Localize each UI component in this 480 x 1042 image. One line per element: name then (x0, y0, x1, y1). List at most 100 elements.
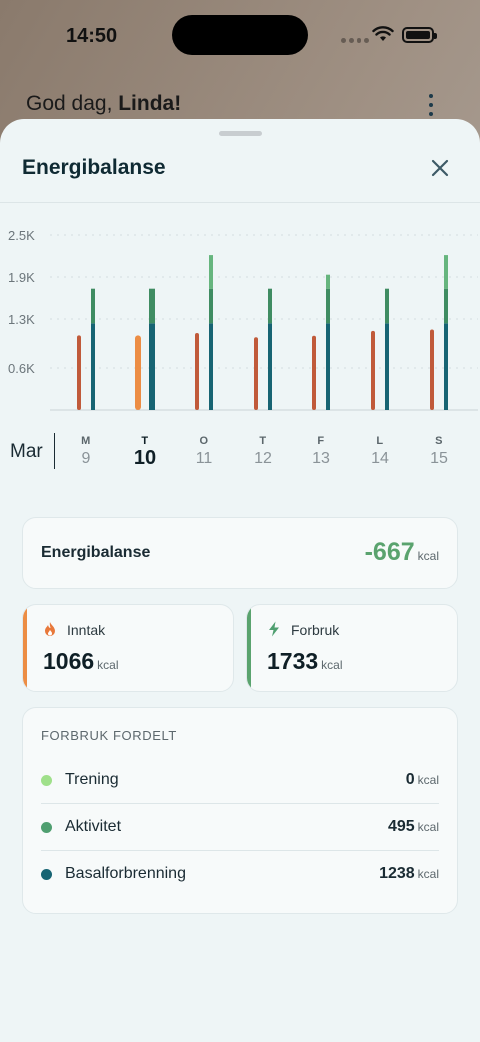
status-time: 14:50 (66, 25, 118, 47)
day-wed[interactable]: O 11 (184, 435, 224, 468)
basal-value: 1238 kcal (379, 865, 439, 883)
basal-unit: kcal (417, 867, 439, 881)
basal-bar (444, 323, 448, 410)
energy-balance-card: Energibalanse -667 kcal (22, 517, 458, 589)
intake-bar (77, 335, 81, 410)
activity-bar (444, 288, 448, 324)
distribution-row-activity: Aktivitet 495 kcal (41, 805, 439, 851)
intake-number: 1066 (43, 648, 95, 674)
day-sat[interactable]: L 14 (360, 435, 400, 468)
burn-label: Forbruk (291, 622, 340, 638)
sheet-grabber[interactable] (219, 131, 262, 136)
burn-value: 1733 kcal (267, 648, 343, 675)
day-number: 11 (195, 450, 213, 467)
intake-bar (312, 335, 316, 410)
energy-chart[interactable]: 2.5K 1.9K 1.3K 0.6K (0, 219, 480, 419)
activity-unit: kcal (417, 820, 439, 834)
day-letter: O (199, 435, 209, 447)
month-separator (54, 433, 55, 469)
month-label: Mar (10, 441, 43, 462)
day-letter: M (81, 435, 91, 447)
intake-bar (430, 329, 434, 410)
training-bar (444, 255, 448, 289)
basal-bar (326, 323, 330, 410)
intake-stripe (23, 605, 27, 691)
activity-bar (326, 288, 330, 324)
intake-value: 1066 kcal (43, 648, 119, 675)
day-letter: F (317, 435, 325, 447)
day-letter: L (376, 435, 384, 447)
activity-bar (209, 288, 213, 324)
day-fri[interactable]: F 13 (301, 435, 341, 468)
sheet-title: Energibalanse (22, 156, 166, 179)
activity-number: 495 (387, 818, 415, 835)
greeting-prefix: God dag, (26, 92, 119, 115)
burn-stripe (247, 605, 251, 691)
basal-bar (209, 323, 213, 410)
more-options-icon[interactable] (426, 94, 436, 116)
training-value: 0 kcal (406, 771, 439, 789)
day-letter: T (141, 435, 149, 447)
day-number: 13 (312, 450, 330, 467)
activity-bar (385, 288, 389, 324)
burn-unit: kcal (321, 658, 343, 672)
flame-icon (45, 622, 55, 636)
intake-bar (371, 330, 375, 410)
close-icon[interactable] (428, 156, 452, 180)
balance-value: -667 kcal (365, 538, 439, 567)
training-label: Trening (65, 771, 119, 788)
burn-card[interactable]: Forbruk 1733 kcal (246, 604, 458, 692)
activity-dot (41, 822, 52, 833)
y-tick-label: 1.9K (8, 270, 35, 285)
activity-bar (268, 288, 272, 324)
activity-label: Aktivitet (65, 818, 122, 835)
activity-bar (149, 288, 155, 324)
day-sun[interactable]: S 15 (419, 435, 459, 468)
wifi-icon (372, 26, 394, 41)
balance-label: Energibalanse (41, 544, 151, 561)
training-bar (326, 274, 330, 289)
y-tick-label: 0.6K (8, 361, 35, 376)
training-bar (209, 255, 213, 289)
day-number: 15 (430, 450, 448, 467)
intake-label: Inntak (67, 622, 106, 638)
y-tick-label: 1.3K (8, 312, 35, 327)
basal-number: 1238 (379, 865, 415, 882)
greeting-name: Linda! (118, 92, 182, 115)
basal-bar (91, 323, 95, 410)
intake-bar (195, 333, 199, 410)
y-tick-label: 2.5K (8, 228, 35, 243)
distribution-row-basal: Basalforbrenning 1238 kcal (41, 852, 439, 898)
training-number: 0 (405, 771, 415, 788)
day-number: 14 (371, 450, 389, 467)
day-thu[interactable]: T 12 (243, 435, 283, 468)
training-dot (41, 775, 52, 786)
burn-distribution-card: FORBRUK FORDELT Trening 0 kcal Aktivitet … (22, 707, 458, 914)
distribution-row-training: Trening 0 kcal (41, 758, 439, 804)
intake-bar (254, 337, 258, 410)
basal-label: Basalforbrenning (65, 865, 186, 882)
intake-card[interactable]: Inntak 1066 kcal (22, 604, 234, 692)
lightning-icon (269, 621, 279, 637)
dynamic-island (172, 15, 308, 55)
basal-bar (149, 323, 155, 410)
cellular-signal-icon (341, 38, 369, 44)
burn-number: 1733 (267, 648, 319, 674)
basal-dot (41, 869, 52, 880)
day-tue-selected[interactable]: T 10 (125, 435, 165, 470)
status-bar: 14:50 (0, 0, 480, 70)
basal-bar (385, 323, 389, 410)
balance-number: -667 (364, 538, 415, 566)
intake-unit: kcal (97, 658, 119, 672)
activity-bar (91, 288, 95, 324)
battery-icon (402, 27, 437, 43)
day-number: 12 (254, 450, 272, 467)
day-letter: T (259, 435, 267, 447)
training-unit: kcal (417, 773, 439, 787)
basal-bar (268, 323, 272, 410)
greeting: God dag, Linda! (26, 92, 181, 116)
day-number: 9 (81, 450, 91, 467)
